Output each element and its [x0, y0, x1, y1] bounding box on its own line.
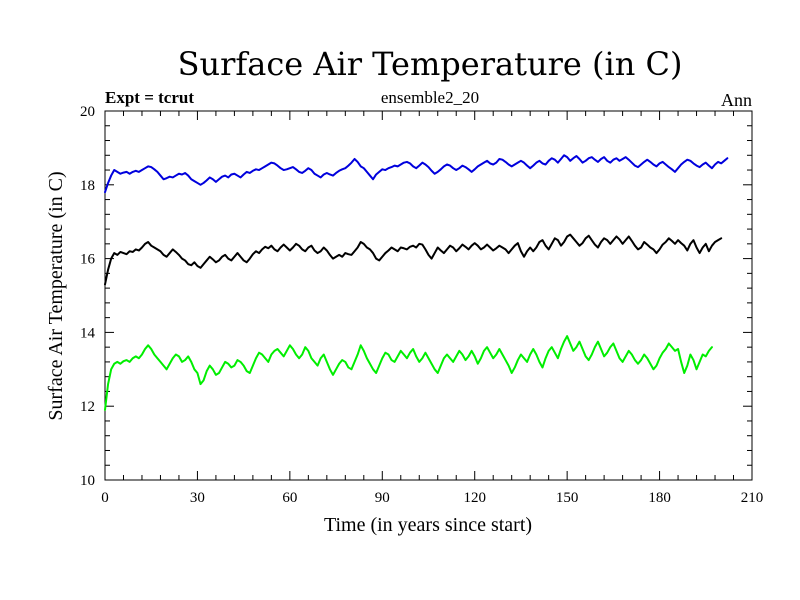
plot-frame	[104, 110, 753, 481]
series-line-middle	[104, 233, 723, 286]
chart-title: Surface Air Temperature (in C)	[178, 45, 683, 83]
y-tick-label: 20	[80, 104, 95, 120]
x-axis-label: Time (in years since start)	[324, 514, 532, 536]
x-tick-label: 120	[463, 490, 486, 506]
season-label: Ann	[721, 90, 752, 110]
y-axis-label: Surface Air Temperature (in C)	[45, 171, 67, 420]
series-line-lower	[104, 335, 713, 411]
y-tick-label: 12	[80, 399, 95, 415]
axis-ticks: 0 30 60 90 120 150 180 210 10 12 14 16 18 20	[80, 104, 763, 506]
y-tick-label: 16	[80, 252, 96, 268]
y-tick-label: 14	[80, 325, 96, 341]
experiment-label: Expt = tcrut	[105, 88, 194, 107]
data-series	[104, 154, 729, 411]
x-tick-label: 60	[282, 490, 297, 506]
ensemble-label: ensemble2_20	[381, 88, 479, 107]
series-line-upper	[104, 154, 729, 194]
x-tick-label: 30	[190, 490, 205, 506]
y-tick-label: 18	[80, 178, 95, 194]
y-tick-label: 10	[80, 473, 95, 489]
x-tick-label: 180	[648, 490, 671, 506]
x-tick-label: 150	[556, 490, 579, 506]
x-tick-label: 90	[375, 490, 390, 506]
x-tick-label: 210	[741, 490, 764, 506]
x-tick-label: 0	[101, 490, 109, 506]
